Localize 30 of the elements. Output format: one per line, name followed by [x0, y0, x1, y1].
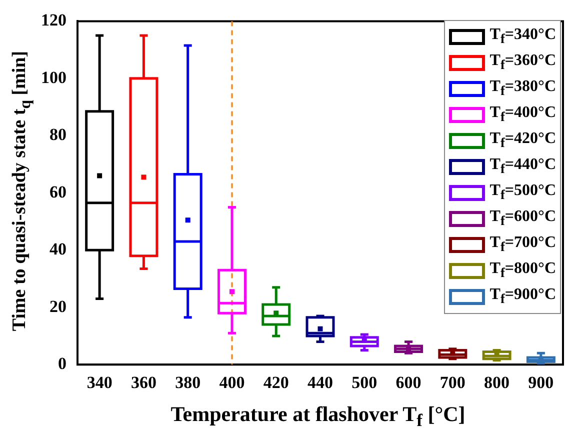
- x-tick-label: 800: [484, 373, 510, 392]
- legend-label: T$_{f}$=700°C: [490, 234, 556, 256]
- legend-label: T$_{f}$=500°C: [490, 182, 556, 204]
- y-tick-label: 80: [50, 125, 66, 144]
- legend-label: T$_{f}$=340°C: [490, 26, 556, 48]
- legend-label: T$_{f}$=900°C: [490, 286, 556, 308]
- legend-label: T$_{f}$=360°C: [490, 52, 556, 74]
- x-tick-label: 900: [528, 373, 554, 392]
- legend-label: T$_{f}$=800°C: [490, 260, 556, 282]
- legend-label: T$_{f}$=600°C: [490, 208, 556, 230]
- x-tick-label: 340: [86, 373, 112, 392]
- legend-label: T$_{f}$=400°C: [490, 104, 556, 126]
- x-tick-label: 500: [352, 373, 378, 392]
- legend-label: T$_{f}$=440°C: [490, 156, 556, 178]
- y-tick-label: 120: [41, 10, 66, 30]
- x-axis-title: Temperature at flashover T$_{f}$ [°C]: [170, 402, 466, 431]
- y-tick-label: 20: [50, 296, 66, 316]
- x-tick-label: 380: [175, 373, 201, 392]
- x-tick-label: 360: [130, 373, 156, 392]
- x-tick-label: 600: [396, 373, 422, 392]
- y-tick-label: 60: [50, 182, 66, 202]
- legend-label: T$_{f}$=420°C: [490, 130, 556, 152]
- y-tick-label: 0: [58, 354, 66, 373]
- y-tick-label: 40: [50, 240, 66, 259]
- legend-label: T$_{f}$=380°C: [490, 78, 556, 100]
- y-tick-label: 100: [41, 68, 66, 87]
- x-tick-label: 700: [440, 373, 466, 392]
- x-tick-label: 440: [308, 373, 333, 392]
- x-tick-label: 420: [263, 373, 289, 392]
- x-tick-label: 400: [219, 373, 245, 392]
